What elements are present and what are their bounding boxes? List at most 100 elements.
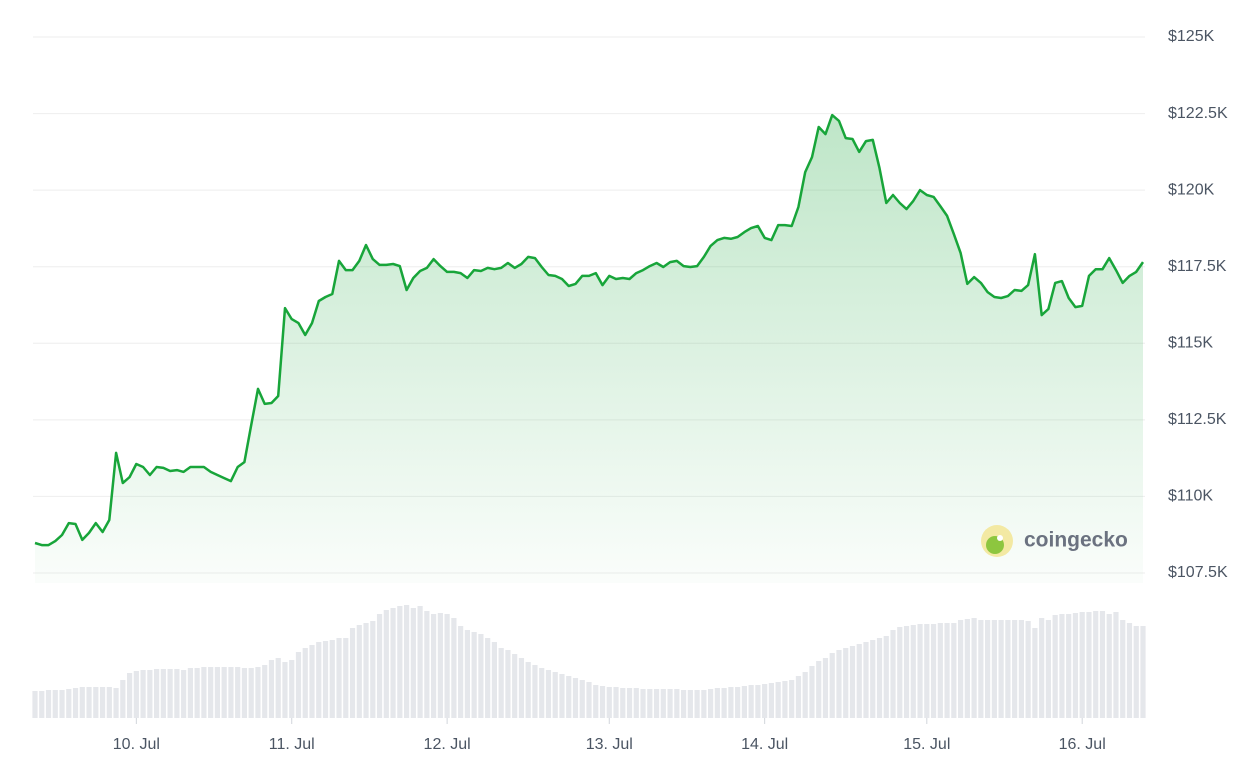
volume-bar [930,624,937,718]
volume-bar [735,687,741,718]
volume-bar [708,689,714,718]
volume-bar [545,670,552,718]
y-tick-label: $120K [1168,181,1215,198]
volume-bar [431,614,437,718]
volume-bar [72,688,79,718]
y-tick-label: $110K [1168,488,1213,505]
volume-bar [687,690,693,718]
volume-bar [559,674,565,718]
volume-bar [917,624,923,718]
volume-bar [539,668,545,718]
volume-bar [768,683,775,718]
volume-bar [762,684,768,718]
volume-bar [606,687,612,718]
x-tick-label: 15. Jul [903,736,950,753]
volume-bar [822,658,829,718]
volume-bar [268,660,275,718]
volume-bar [458,626,464,718]
x-tick-label: 11. Jul [269,736,315,753]
volume-bar [282,662,288,718]
volume-bar [485,638,491,718]
volume-bar [214,667,221,718]
price-area [35,115,1143,583]
volume-bar [248,668,254,718]
volume-bar [235,667,241,718]
volume-bar [181,670,187,718]
y-tick-label: $107.5K [1168,564,1228,581]
volume-bar [741,686,747,718]
volume-bar [964,619,970,718]
volume-bar [66,689,72,718]
volume-bar [262,665,268,718]
volume-bar [1106,614,1112,718]
volume-bar [86,687,92,718]
volume-bar [876,638,883,718]
volume-bar [680,690,687,718]
volume-bar [160,669,166,718]
volume-bar [944,623,950,718]
volume-bar [775,682,781,718]
volume-bar [701,690,707,718]
volume-bar [106,687,112,718]
volume-bar [208,667,214,718]
volume-bar [302,648,308,718]
volume-bar [255,667,261,718]
volume-bar [126,673,133,718]
volume-bar [653,689,660,718]
volume-bar [201,667,207,718]
volume-bar [910,625,916,718]
volume-bar [1079,612,1085,718]
volume-bar [552,672,558,718]
volume-bar [491,642,498,718]
price-line [34,113,1145,547]
volume-bar [376,614,383,718]
volume-bar [1072,613,1079,718]
volume-bar [937,623,943,718]
volume-bar [849,646,856,718]
volume-bar [1018,620,1024,718]
volume-bar [883,636,889,718]
volume-bar [816,661,822,718]
volume-bar [572,678,579,718]
volume-bar [985,620,991,718]
volume-bar [133,671,139,718]
volume-bar [667,689,673,718]
volume-bar [795,676,802,718]
volume-bar [532,665,538,718]
volume-bar [1032,628,1038,718]
volume-bar [755,685,761,718]
volume-bar [1140,626,1146,718]
volume-bar [1025,621,1031,718]
volume-bar [748,685,754,718]
volume-bar [349,628,356,718]
volume-bar [1113,612,1119,718]
volume-bar [971,618,977,718]
volume-bar [120,680,126,718]
grid: $107.5K $110K $112.5K $115K $117.5K $120K $122… [33,28,1228,581]
volume-bar [1099,611,1106,718]
volume-bar [390,608,396,718]
volume-bar [505,650,511,718]
volume-bar [99,687,106,718]
volume-bar [957,620,964,718]
y-tick-label: $125K [1168,28,1215,45]
volume-bar [140,670,146,718]
volume-bar [660,689,666,718]
watermark: coingecko [981,525,1128,557]
volume-bar [978,620,984,718]
volume-bar [789,680,795,718]
volume-bar [870,640,876,718]
volume-bar [518,658,525,718]
volume-bar [991,620,997,718]
volume-bar [241,668,248,718]
volume-bar [59,690,65,718]
volume-bar [1126,623,1133,718]
y-tick-label: $112.5K [1168,411,1227,428]
volume-bar [221,667,227,718]
volume-bar [714,688,720,718]
volume-bar [383,610,389,718]
volume-bar [498,648,504,718]
volume-bar [647,689,653,718]
